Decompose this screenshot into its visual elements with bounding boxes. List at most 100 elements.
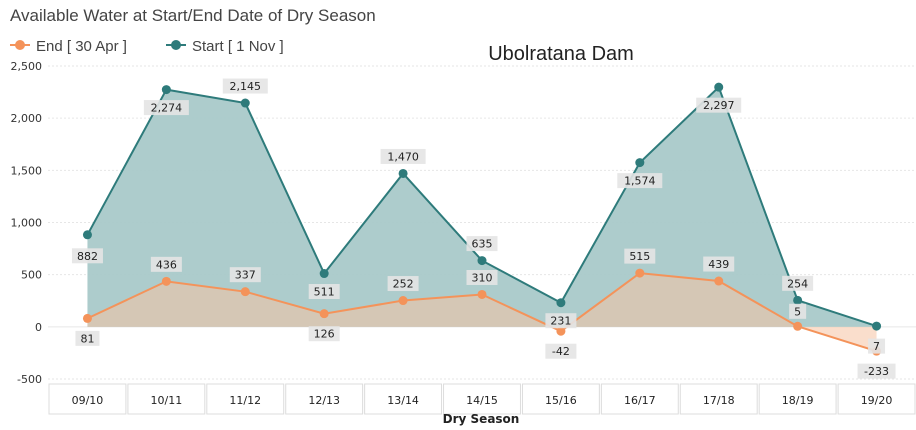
- data-label-start-box: [143, 100, 189, 116]
- x-category-cell: [758, 383, 837, 415]
- data-label-end: 5: [794, 305, 801, 318]
- x-category-cell: [521, 383, 600, 415]
- point-start: [82, 230, 92, 240]
- data-label-start: 2,297: [703, 99, 735, 112]
- point-start: [161, 85, 171, 95]
- data-label-start: 231: [550, 315, 571, 328]
- data-label-end-box: [545, 343, 577, 359]
- x-category-cell: [443, 383, 521, 415]
- y-tick-label: 2,500: [11, 60, 43, 73]
- x-category-cell: [48, 383, 127, 415]
- data-label-end-box: [466, 269, 498, 285]
- x-tick-label: 11/12: [229, 394, 261, 407]
- data-label-start: 2,274: [151, 102, 183, 115]
- x-tick-label: 12/13: [308, 394, 340, 407]
- data-label-end: 515: [629, 250, 650, 263]
- area-start: [87, 87, 877, 327]
- data-label-start: 635: [472, 238, 493, 251]
- y-tick-label: 0: [35, 321, 42, 334]
- point-start: [319, 269, 329, 279]
- point-start: [714, 82, 724, 92]
- data-label-end-box: [857, 363, 896, 379]
- y-axis: 2,500 2,000 1,500 1,000 500 0 -500: [11, 60, 43, 386]
- data-label-end: -233: [864, 365, 889, 378]
- y-tick-label: 500: [21, 269, 42, 282]
- point-end: [319, 309, 329, 319]
- data-label-end-box: [150, 256, 182, 272]
- data-label-end: 126: [314, 328, 335, 341]
- data-label-end: 439: [708, 258, 729, 271]
- x-tick-label: 17/18: [703, 394, 735, 407]
- point-start: [872, 321, 882, 331]
- x-category-cell: [364, 383, 443, 415]
- x-tick-label: 15/16: [545, 394, 577, 407]
- x-axis-label: Dry Season: [443, 412, 520, 426]
- data-label-start-box: [868, 338, 886, 354]
- data-label-end: 337: [235, 269, 256, 282]
- point-end: [635, 268, 645, 278]
- x-category-cell: [206, 383, 285, 415]
- point-start: [240, 98, 250, 108]
- x-category-cell: [679, 383, 758, 415]
- point-end: [161, 276, 171, 286]
- legend-marker: [15, 40, 25, 50]
- point-end: [398, 296, 408, 306]
- data-label-end: 436: [156, 258, 177, 271]
- point-end: [793, 321, 803, 331]
- legend-marker: [171, 40, 181, 50]
- data-label-end-box: [789, 303, 807, 319]
- x-tick-label: 09/10: [72, 394, 104, 407]
- data-label-end-box: [624, 248, 656, 264]
- data-label-end-box: [75, 330, 100, 346]
- data-label-end: 81: [80, 332, 94, 345]
- point-end: [714, 276, 724, 286]
- point-end: [556, 326, 566, 336]
- data-label-end-box: [229, 267, 261, 283]
- point-start: [635, 158, 645, 168]
- point-end: [477, 289, 487, 299]
- data-label-start: 882: [77, 250, 98, 263]
- series-areas: [87, 87, 877, 352]
- data-label-start: 511: [314, 286, 335, 299]
- data-label-start-box: [308, 284, 340, 300]
- point-start: [477, 256, 487, 266]
- data-label-start-box: [222, 78, 268, 94]
- data-label-end-box: [387, 276, 419, 292]
- data-label-start-box: [782, 275, 814, 291]
- data-label-start-box: [696, 97, 742, 113]
- x-tick-label: 13/14: [387, 394, 419, 407]
- chart-subtitle: Ubolratana Dam: [488, 43, 634, 65]
- x-category-cell: [285, 383, 364, 415]
- legend-label: Start [ 1 Nov ]: [192, 38, 284, 55]
- data-label-start: 1,574: [624, 175, 656, 188]
- data-label-start: 7: [873, 340, 880, 353]
- data-label-start: 2,145: [230, 80, 262, 93]
- point-start: [793, 295, 803, 305]
- data-label-end: 252: [393, 278, 414, 291]
- x-tick-label: 16/17: [624, 394, 656, 407]
- y-tick-label: 1,500: [11, 164, 43, 177]
- x-axis: 09/10 10/11 11/12 12/13 13/14 14/15 15/16 16/17…: [48, 383, 916, 415]
- point-end: [82, 313, 92, 323]
- x-category-cell: [837, 383, 916, 415]
- y-tick-label: 1,000: [11, 217, 43, 230]
- x-tick-label: 19/20: [861, 394, 893, 407]
- point-start: [398, 168, 408, 178]
- data-label-start-box: [380, 148, 426, 164]
- data-label-start-box: [545, 313, 577, 329]
- data-labels: 882 2,274 2,145 511 1,470 635 231 1,574 2,297 254…: [71, 78, 896, 379]
- x-tick-label: 14/15: [466, 394, 498, 407]
- chart-title: Available Water at Start/End Date of Dry…: [10, 6, 376, 25]
- point-start: [556, 298, 566, 308]
- area-end: [87, 273, 877, 352]
- data-label-end-box: [308, 326, 340, 342]
- data-label-end: -42: [552, 345, 570, 358]
- data-label-end-box: [703, 256, 735, 272]
- data-label-start-box: [71, 248, 103, 264]
- data-label-start: 1,470: [387, 150, 419, 163]
- data-label-end: 310: [472, 271, 493, 284]
- x-tick-label: 10/11: [151, 394, 183, 407]
- x-category-cell: [600, 383, 679, 415]
- x-category-cell: [127, 383, 206, 415]
